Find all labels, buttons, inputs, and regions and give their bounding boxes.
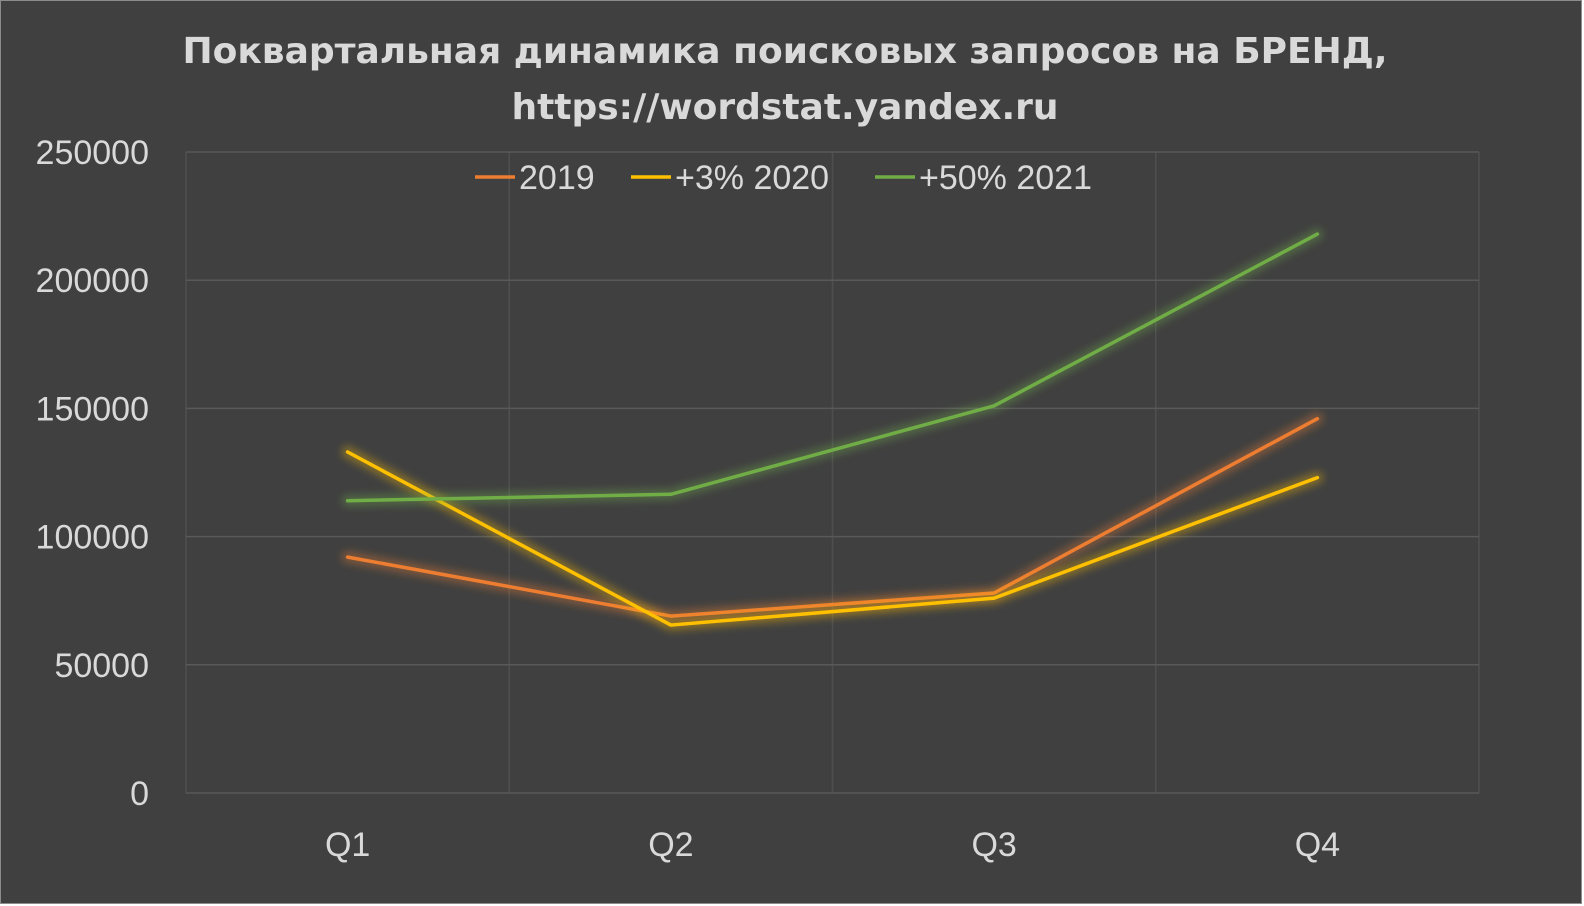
y-tick-label: 150000	[36, 390, 149, 428]
chart-title-line-2: https://wordstat.yandex.ru	[511, 87, 1058, 128]
y-axis-ticks: 0 50000 100000 150000 200000 250000	[36, 134, 149, 813]
x-tick-label: Q1	[325, 826, 370, 864]
legend-label: +3% 2020	[675, 159, 829, 197]
x-tick-label: Q2	[648, 826, 693, 864]
x-axis-ticks: Q1 Q2 Q3 Q4	[325, 826, 1340, 864]
x-tick-label: Q4	[1295, 826, 1340, 864]
y-tick-label: 100000	[36, 519, 149, 557]
chart-title-line-1: Поквартальная динамика поисковых запросо…	[183, 31, 1388, 72]
legend: 2019 +3% 2020 +50% 2021	[475, 159, 1092, 197]
y-tick-label: 50000	[54, 647, 149, 685]
y-tick-label: 200000	[36, 262, 149, 300]
x-tick-label: Q3	[971, 826, 1016, 864]
y-tick-label: 250000	[36, 134, 149, 172]
legend-label: +50% 2021	[919, 159, 1092, 197]
y-tick-label: 0	[130, 775, 149, 813]
legend-label: 2019	[519, 159, 595, 197]
